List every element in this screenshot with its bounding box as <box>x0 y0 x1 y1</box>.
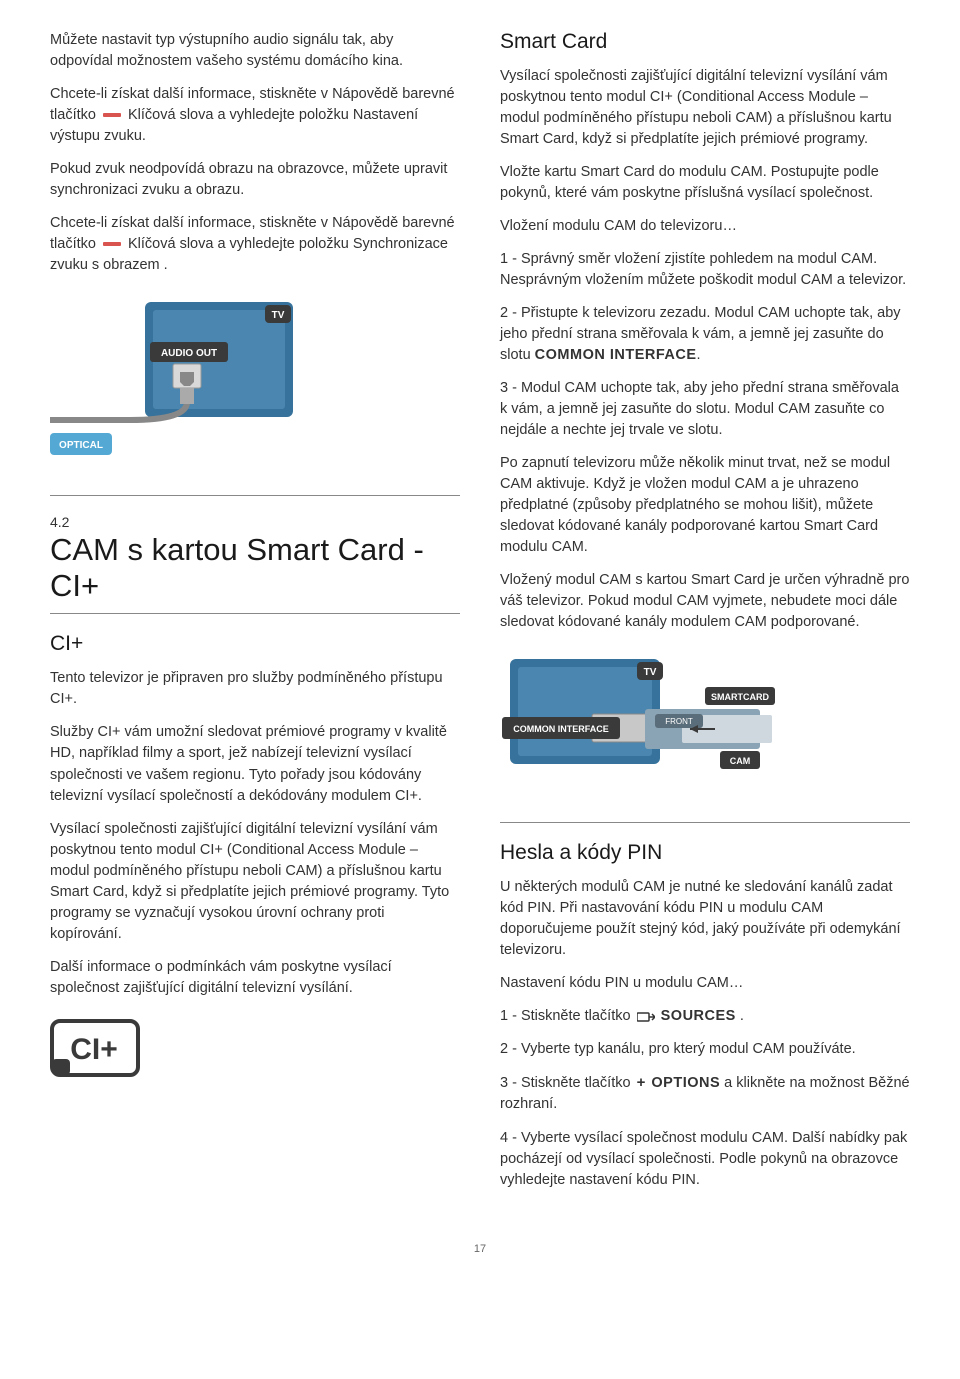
para: Pokud zvuk neodpovídá obrazu na obrazovc… <box>50 159 460 201</box>
para: 1 - Správný směr vložení zjistíte pohled… <box>500 249 910 291</box>
common-interface-label: COMMON INTERFACE <box>513 724 609 734</box>
common-interface-diagram: TV COMMON INTERFACE FRONT SMARTCARD CAM <box>500 659 800 789</box>
tv-label: TV <box>272 310 285 321</box>
text: . <box>736 1008 744 1024</box>
front-label: FRONT <box>665 717 693 726</box>
text: Nápovědě <box>332 86 398 102</box>
para: Vložení modulu CAM do televizoru… <box>500 216 910 237</box>
para: Chcete-li získat další informace, stiskn… <box>50 84 460 147</box>
cam-label: CAM <box>730 756 751 766</box>
color-key-icon <box>103 113 121 117</box>
plus-icon: + <box>637 1072 646 1094</box>
para: Služby CI+ vám umožní sledovat prémiové … <box>50 722 460 806</box>
text: . <box>142 128 146 144</box>
para: U některých modulů CAM je nutné ke sledo… <box>500 877 910 961</box>
text: . <box>697 347 701 363</box>
section-number: 4.2 <box>50 514 460 530</box>
text: Klíčová slova <box>128 107 213 123</box>
text: Klíčová slova <box>128 236 213 252</box>
text: Chcete-li získat další informace, stiskn… <box>50 86 332 102</box>
para: Další informace o podmínkách vám poskytn… <box>50 957 460 999</box>
smartcard-label: SMARTCARD <box>711 692 769 702</box>
para: 3 - Stiskněte tlačítko + OPTIONS a klikn… <box>500 1072 910 1115</box>
divider <box>50 613 460 614</box>
para: Vysílací společnosti zajišťující digitál… <box>50 819 460 945</box>
color-key-icon <box>103 242 121 246</box>
optical-label: OPTICAL <box>59 440 103 451</box>
page-two-column: Můžete nastavit typ výstupního audio sig… <box>50 30 910 1203</box>
para: 4 - Vyberte vysílací společnost modulu C… <box>500 1128 910 1191</box>
para: Vysílací společnosti zajišťující digitál… <box>500 66 910 150</box>
para: 3 - Modul CAM uchopte tak, aby jeho před… <box>500 378 910 441</box>
text: 1 - Stiskněte tlačítko <box>500 1008 635 1024</box>
para: 2 - Přistupte k televizoru zezadu. Modul… <box>500 303 910 366</box>
subsection-title: Hesla a kódy PIN <box>500 841 910 865</box>
subsection-title: Smart Card <box>500 30 910 54</box>
para: Vložený modul CAM s kartou Smart Card je… <box>500 570 910 633</box>
divider <box>50 495 460 496</box>
para: Vložte kartu Smart Card do modulu CAM. P… <box>500 162 910 204</box>
text: a vyhledejte položku <box>213 236 352 252</box>
text-bold: OPTIONS <box>651 1075 720 1091</box>
text: a vyhledejte položku <box>213 107 352 123</box>
sources-icon <box>637 1011 655 1023</box>
text: Chcete-li získat další informace, stiskn… <box>50 215 332 231</box>
ciplus-text: CI+ <box>70 1033 118 1066</box>
text: . <box>553 1096 557 1112</box>
left-column: Můžete nastavit typ výstupního audio sig… <box>50 30 460 1203</box>
text: Nápovědě <box>332 215 398 231</box>
divider <box>500 822 910 823</box>
audio-out-diagram: TV AUDIO OUT OPTICAL <box>50 302 295 462</box>
para: Nastavení kódu PIN u modulu CAM… <box>500 973 910 994</box>
right-column: Smart Card Vysílací společnosti zajišťuj… <box>500 30 910 1203</box>
text-bold: SOURCES <box>661 1008 736 1024</box>
text-bold: COMMON INTERFACE <box>535 347 697 363</box>
text: a klikněte na možnost <box>720 1075 868 1091</box>
para: 1 - Stiskněte tlačítko SOURCES . <box>500 1006 910 1027</box>
para: Chcete-li získat další informace, stiskn… <box>50 213 460 276</box>
text: . <box>160 257 168 273</box>
section-title: CAM s kartou Smart Card - CI+ <box>50 532 460 603</box>
subsection-title: CI+ <box>50 632 460 656</box>
page-number: 17 <box>50 1243 910 1255</box>
para: 2 - Vyberte typ kanálu, pro který modul … <box>500 1039 910 1060</box>
audio-out-label: AUDIO OUT <box>161 348 217 359</box>
ci-plus-logo: CI+ <box>50 1019 140 1077</box>
para: Tento televizor je připraven pro služby … <box>50 668 460 710</box>
para: Můžete nastavit typ výstupního audio sig… <box>50 30 460 72</box>
para: Po zapnutí televizoru může několik minut… <box>500 453 910 558</box>
tv-label: TV <box>644 667 657 678</box>
text: 3 - Stiskněte tlačítko <box>500 1075 635 1091</box>
